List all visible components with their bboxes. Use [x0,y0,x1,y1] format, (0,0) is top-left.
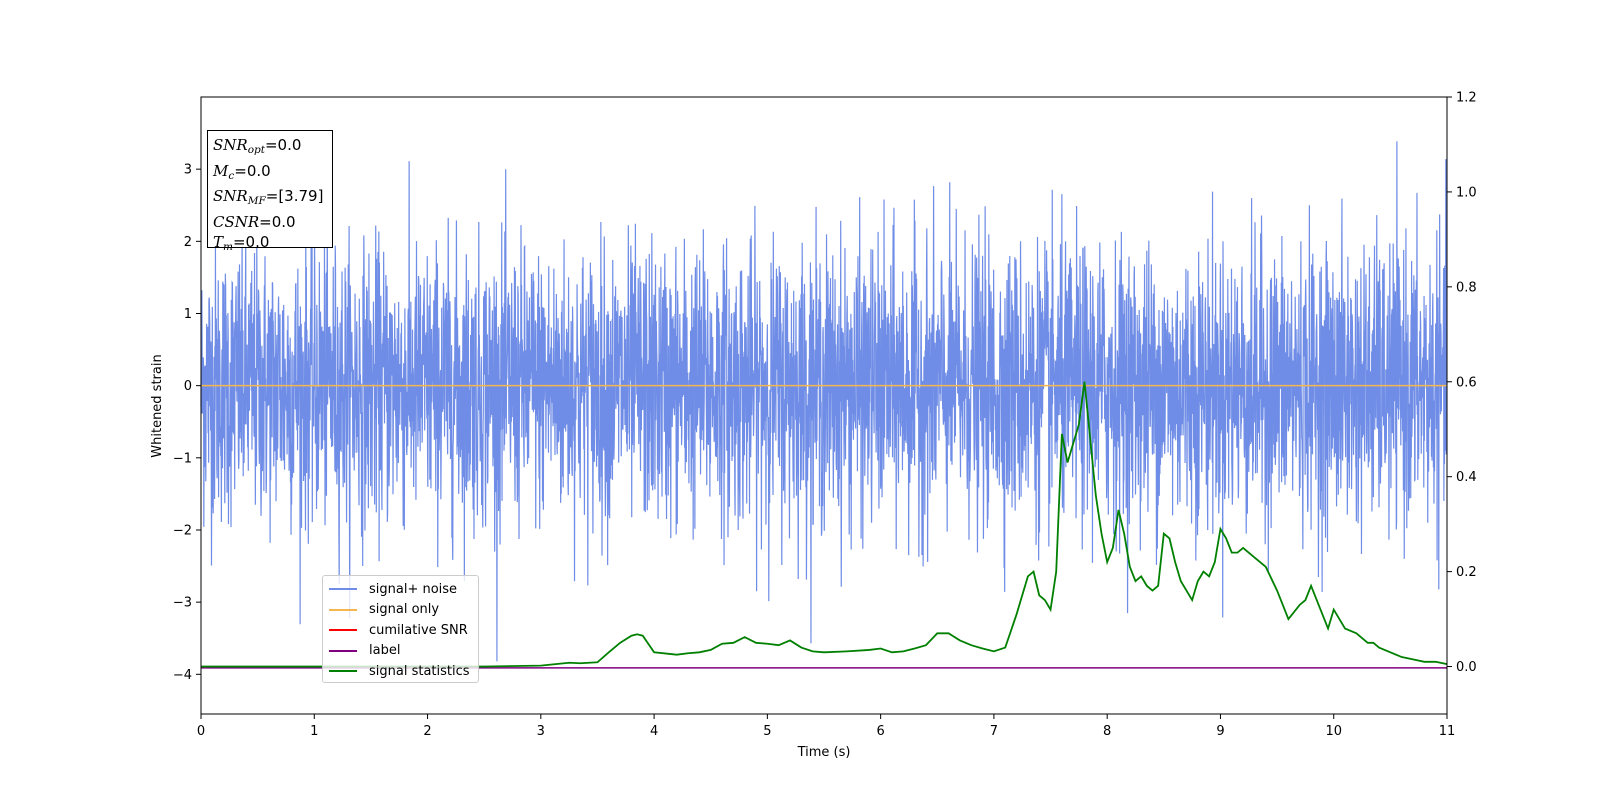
y2-tick-label: 0.0 [1456,660,1477,675]
legend-item-signal-only: signal only [329,600,472,621]
annotation-box: SNRopt=0.0 Mc=0.0 SNRMF=[3.79] CSNR=0.0 … [207,130,333,253]
legend-swatch [329,608,357,611]
legend: signal+ noise signal only cumilative SNR… [322,575,479,683]
x-axis-label: Time (s) [797,745,851,760]
x-tick-label: 1 [310,724,318,739]
legend-swatch [329,588,357,591]
csnr-line: CSNR=0.0 [213,212,296,231]
legend-item-signal-noise: signal+ noise [329,579,472,600]
y-tick-label: −2 [173,523,192,538]
snr-opt-line: SNRopt=0.0 [213,136,302,156]
legend-swatch [329,649,357,652]
y2-tick-label: 0.4 [1456,470,1477,485]
mc-line: Mc=0.0 [213,161,271,182]
x-tick-label: 5 [763,724,771,739]
y-tick-label: 1 [184,307,192,322]
y-tick-label: 2 [184,235,192,250]
y-axis-label: Whitened strain [150,354,165,457]
x-ticks: 0 1 2 3 4 5 6 7 8 9 10 11 [197,714,1455,739]
x-tick-label: 3 [537,724,545,739]
legend-swatch [329,670,357,673]
y2-ticks: 0.0 0.2 0.4 0.6 0.8 1.0 1.2 [1447,91,1477,675]
legend-item-signal-statistics: signal statistics [329,661,472,682]
snr-mf-line: SNRMF=[3.79] [213,187,324,207]
x-tick-label: 10 [1325,724,1342,739]
signal-statistics-layer [201,381,1448,668]
x-tick-label: 7 [990,724,998,739]
y-tick-label: 0 [184,379,192,394]
x-tick-label: 8 [1103,724,1111,739]
x-tick-label: 4 [650,724,658,739]
y2-tick-label: 0.2 [1456,565,1477,580]
legend-item-cumulative-snr: cumilative SNR [329,620,472,641]
y2-tick-label: 1.2 [1456,91,1477,106]
x-tick-label: 11 [1439,724,1456,739]
tm-line: Tm=0.0 [213,233,270,253]
x-tick-label: 0 [197,724,205,739]
y-tick-label: −3 [173,596,192,611]
y-tick-label: −1 [173,451,192,466]
signal-statistics-line [201,381,1448,668]
legend-swatch [329,629,357,632]
noise-layer [200,141,1448,662]
y2-tick-label: 1.0 [1456,185,1477,200]
x-tick-label: 6 [876,724,884,739]
plot-frame [200,96,1448,715]
x-tick-label: 9 [1216,724,1224,739]
signal-noise-line [200,141,1448,662]
legend-item-label: label [329,641,472,662]
y-ticks: −4 −3 −2 −1 0 1 2 3 [173,163,201,683]
y-tick-label: −4 [173,668,192,683]
y2-tick-label: 0.6 [1456,375,1477,390]
x-tick-label: 2 [423,724,431,739]
y-tick-label: 3 [184,163,192,178]
y2-tick-label: 0.8 [1456,280,1477,295]
